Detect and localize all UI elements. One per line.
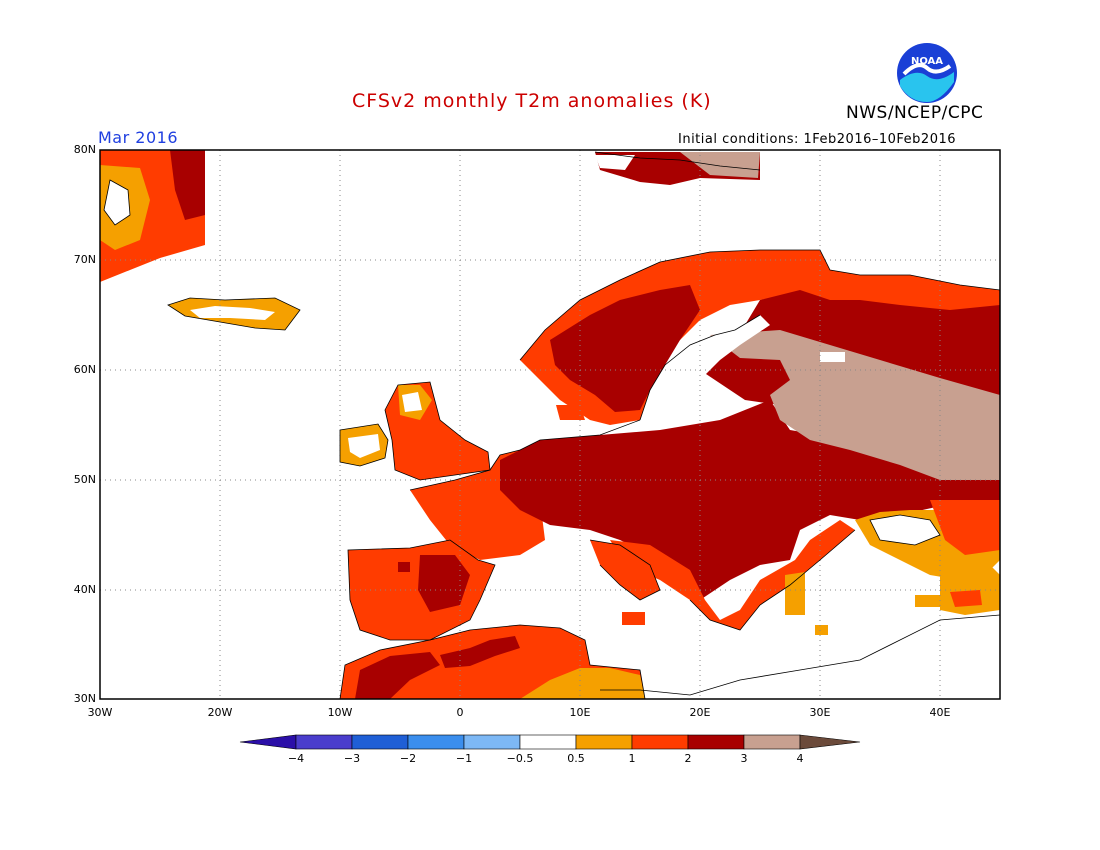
iberia-anomaly xyxy=(348,540,495,640)
colorbar-arrow-high xyxy=(799,734,861,750)
lat-label-40n: 40N xyxy=(73,583,96,596)
lon-label-30w: 30W xyxy=(87,706,113,719)
colorbar-label: −2 xyxy=(399,752,417,765)
noaa-logo: NOAA xyxy=(897,43,957,103)
lon-label-20e: 20E xyxy=(689,706,711,719)
colorbar-label: −3 xyxy=(343,752,361,765)
colorbar-bin xyxy=(743,734,801,750)
lon-label-20w: 20W xyxy=(207,706,233,719)
colorbar-arrow-low xyxy=(239,734,297,750)
lon-label-40e: 40E xyxy=(929,706,951,719)
lat-label-70n: 70N xyxy=(73,253,96,266)
initial-conditions: Initial conditions: 1Feb2016–10Feb2016 xyxy=(678,132,957,147)
lon-label-30e: 30E xyxy=(809,706,831,719)
colorbar-bin xyxy=(351,734,409,750)
colorbar xyxy=(239,734,861,750)
noaa-logo-text: NOAA xyxy=(911,56,943,67)
colorbar-label: 3 xyxy=(740,752,748,765)
lon-label-10w: 10W xyxy=(327,706,353,719)
turkey-anomaly xyxy=(785,565,1000,635)
coastlines xyxy=(103,151,1001,700)
svalbard-anomaly xyxy=(595,152,760,185)
agency-label: NWS/NCEP/CPC xyxy=(846,103,984,123)
colorbar-label: 2 xyxy=(684,752,692,765)
greenland-anomaly xyxy=(100,150,205,282)
map-title: CFSv2 monthly T2m anomalies (K) xyxy=(352,90,712,112)
colorbar-bin xyxy=(295,734,353,750)
iceland-anomaly xyxy=(168,298,300,330)
lat-label-30n: 30N xyxy=(73,692,96,705)
lon-label-0: 0 xyxy=(456,706,464,719)
russia-anomaly xyxy=(710,330,1000,480)
map-frame xyxy=(99,149,1001,700)
colorbar-label: 4 xyxy=(796,752,804,765)
colorbar-bin xyxy=(575,734,633,750)
colorbar-bin xyxy=(407,734,465,750)
british-isles-anomaly xyxy=(340,382,490,480)
colorbar-label: −0.5 xyxy=(506,752,534,765)
colorbar-bin xyxy=(519,734,577,750)
colorbar-bin xyxy=(687,734,745,750)
colorbar-bin xyxy=(631,734,689,750)
colorbar-label: 0.5 xyxy=(567,752,585,765)
lat-label-80n: 80N xyxy=(73,143,96,156)
lon-label-10e: 10E xyxy=(569,706,591,719)
colorbar-bin xyxy=(463,734,521,750)
forecast-month: Mar 2016 xyxy=(98,128,178,147)
colorbar-label: 1 xyxy=(628,752,636,765)
graticule xyxy=(100,150,1000,699)
colorbar-label: −4 xyxy=(287,752,305,765)
lat-label-50n: 50N xyxy=(73,473,96,486)
lat-label-60n: 60N xyxy=(73,363,96,376)
colorbar-label: −1 xyxy=(455,752,473,765)
black-sea-anomaly xyxy=(855,500,1000,580)
map-area xyxy=(99,149,1001,700)
italy-anomaly xyxy=(590,540,660,625)
